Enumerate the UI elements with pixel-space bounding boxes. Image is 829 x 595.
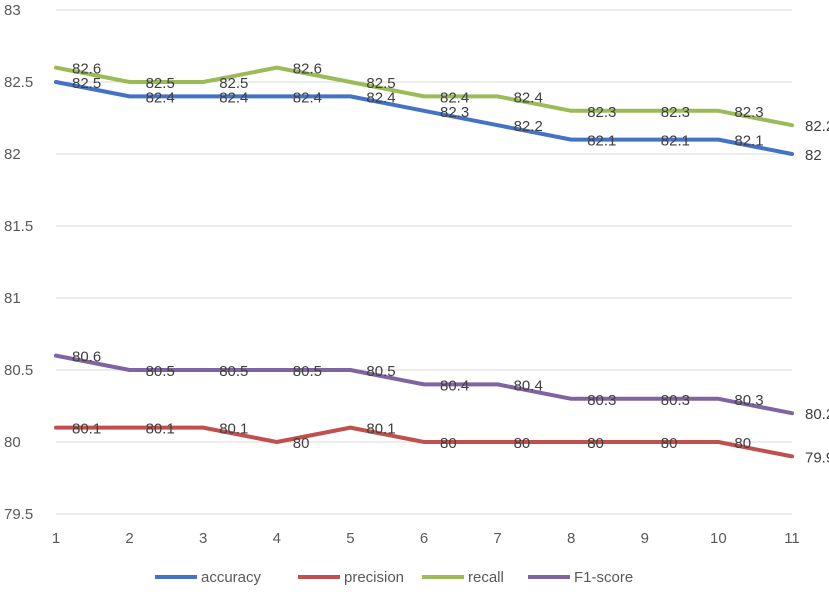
data-label-precision: 80.1	[72, 421, 101, 438]
data-label-recall: 82.4	[514, 89, 543, 106]
data-label-recall: 82.2	[805, 118, 829, 135]
legend: accuracy precision recall F1-score	[155, 569, 633, 586]
data-label-recall: 82.5	[146, 75, 175, 92]
data-label-f1-score: 80.3	[587, 392, 616, 409]
data-label-precision: 80	[734, 435, 751, 452]
data-label-accuracy: 82.2	[514, 118, 543, 135]
data-label-accuracy: 82.3	[440, 104, 469, 121]
data-labels: 82.582.4 82.4 82.4 82.482.382.282.1 82.1 82.1…	[72, 61, 829, 467]
data-label-precision: 80.1	[146, 421, 175, 438]
y-tick-label: 81	[4, 290, 21, 307]
data-label-f1-score: 80.5	[366, 363, 395, 380]
data-label-precision: 80.1	[366, 421, 395, 438]
data-label-precision: 80	[440, 435, 457, 452]
data-label-f1-score: 80.4	[440, 377, 469, 394]
series-line-accuracy	[54, 80, 794, 156]
data-label-recall: 82.4	[440, 89, 469, 106]
y-tick-label: 83	[4, 2, 21, 19]
data-label-f1-score: 80.3	[661, 392, 690, 409]
data-label-recall: 82.6	[293, 61, 322, 78]
data-label-f1-score: 80.5	[146, 363, 175, 380]
data-label-precision: 80	[293, 435, 310, 452]
data-label-recall: 82.3	[661, 104, 690, 121]
data-label-precision: 79.9	[805, 449, 829, 466]
x-tick-label: 1	[52, 530, 60, 547]
x-tick-label: 9	[641, 530, 649, 547]
y-axis-tick-labels: 79.5 80 80.5 81 81.5 82 82.5 83	[4, 2, 33, 523]
y-tick-label: 82	[4, 146, 21, 163]
x-tick-label: 6	[420, 530, 428, 547]
x-tick-label: 7	[493, 530, 501, 547]
data-label-accuracy: 82.1	[661, 133, 690, 150]
legend-label-accuracy: accuracy	[201, 569, 262, 586]
data-label-accuracy: 82.5	[72, 75, 101, 92]
data-label-f1-score: 80.6	[72, 349, 101, 366]
data-label-recall: 82.3	[734, 104, 763, 121]
x-tick-label: 4	[273, 530, 281, 547]
y-tick-label: 80	[4, 434, 21, 451]
legend-label-recall: recall	[468, 569, 504, 586]
data-label-precision: 80	[661, 435, 678, 452]
y-tick-label: 79.5	[4, 506, 33, 523]
data-label-recall: 82.5	[219, 75, 248, 92]
data-label-recall: 82.3	[587, 104, 616, 121]
y-tick-label: 80.5	[4, 362, 33, 379]
series-lines	[54, 65, 794, 459]
x-tick-label: 5	[346, 530, 354, 547]
x-axis-tick-labels: 1 2 3 4 5 6 7 8 9 10 11	[52, 530, 800, 547]
series-line-f1-score	[54, 353, 794, 416]
x-tick-label: 2	[125, 530, 133, 547]
data-label-precision: 80	[587, 435, 604, 452]
data-label-accuracy: 82.4	[366, 89, 395, 106]
data-label-recall: 82.6	[72, 61, 101, 78]
x-tick-label: 10	[710, 530, 727, 547]
x-tick-label: 3	[199, 530, 207, 547]
data-label-f1-score: 80.4	[514, 377, 543, 394]
data-label-accuracy: 82.4	[293, 89, 322, 106]
data-label-f1-score: 80.3	[734, 392, 763, 409]
data-label-precision: 80.1	[219, 421, 248, 438]
data-label-accuracy: 82.4	[146, 89, 175, 106]
series-line-precision	[54, 425, 794, 459]
data-label-f1-score: 80.2	[805, 406, 829, 423]
x-tick-label: 8	[567, 530, 575, 547]
data-label-accuracy: 82.4	[219, 89, 248, 106]
legend-label-precision: precision	[344, 569, 404, 586]
data-label-f1-score: 80.5	[219, 363, 248, 380]
data-label-precision: 80	[514, 435, 531, 452]
data-label-f1-score: 80.5	[293, 363, 322, 380]
x-tick-label: 11	[784, 530, 800, 547]
y-tick-label: 81.5	[4, 218, 33, 235]
data-label-accuracy: 82.1	[587, 133, 616, 150]
data-label-recall: 82.5	[366, 75, 395, 92]
y-tick-label: 82.5	[4, 74, 33, 91]
data-label-accuracy: 82	[805, 147, 822, 164]
legend-label-f1-score: F1-score	[574, 569, 633, 586]
series-line-recall	[54, 65, 794, 128]
data-label-accuracy: 82.1	[734, 133, 763, 150]
